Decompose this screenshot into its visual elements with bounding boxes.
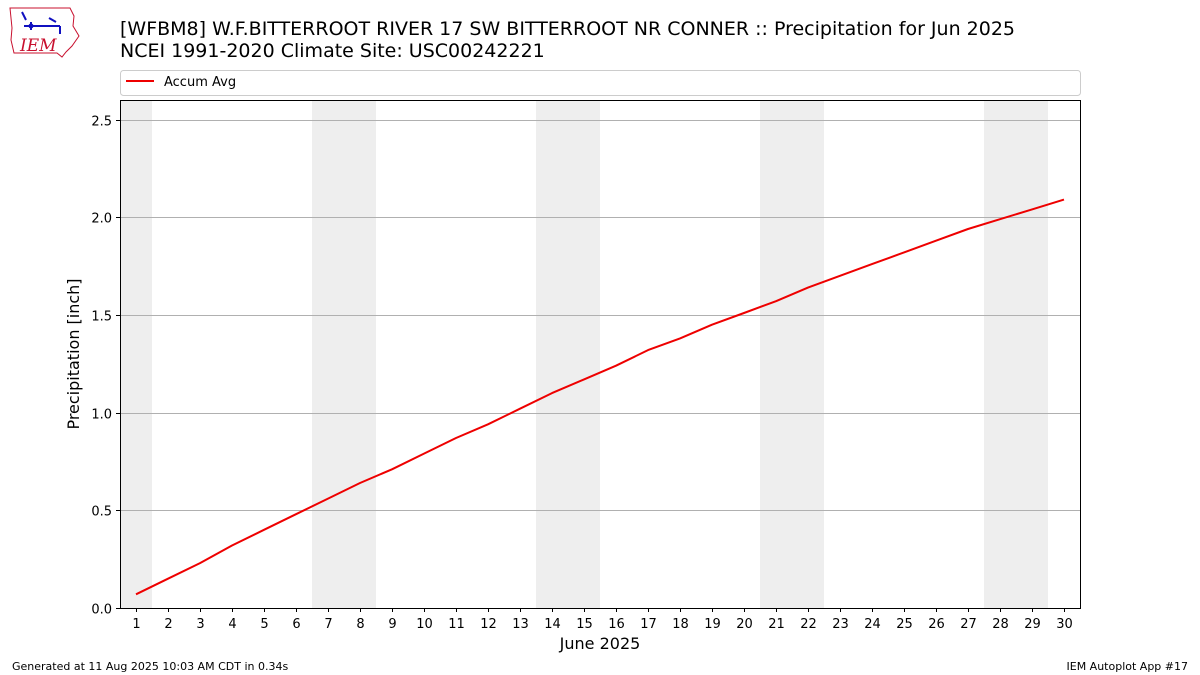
series-line-accum-avg	[135, 198, 1065, 596]
y-tick-label: 0.0	[91, 603, 112, 618]
chart-title: [WFBM8] W.F.BITTERROOT RIVER 17 SW BITTE…	[120, 18, 1015, 40]
x-tick-label: 23	[832, 617, 849, 632]
x-tick-label: 9	[388, 617, 396, 632]
weekend-shading	[120, 100, 1048, 608]
x-tick-label: 12	[480, 617, 497, 632]
weekend-shade-band	[312, 100, 376, 608]
iem-logo: IEM	[9, 7, 80, 58]
weekend-shade-band	[760, 100, 824, 608]
y-tick-label: 2.0	[91, 212, 112, 227]
x-tick-label: 1	[132, 617, 140, 632]
legend: Accum Avg	[120, 70, 1081, 96]
y-axis-ticks: 0.0 0.5 1.0 1.5 2.0 2.5	[91, 115, 120, 618]
footer-app-text: IEM Autoplot App #17	[1067, 660, 1189, 673]
x-tick-label: 4	[228, 617, 236, 632]
y-tick-label: 2.5	[91, 115, 112, 130]
weekend-shade-band	[984, 100, 1048, 608]
logo-text: IEM	[19, 36, 57, 56]
x-tick-label: 17	[640, 617, 657, 632]
iowa-state-outline	[9, 7, 80, 58]
x-tick-label: 14	[544, 617, 561, 632]
x-tick-label: 3	[196, 617, 204, 632]
legend-label-accum-avg: Accum Avg	[164, 75, 236, 90]
x-tick-label: 13	[512, 617, 529, 632]
weekend-shade-band	[120, 100, 152, 608]
gauge-dot	[28, 23, 34, 29]
x-tick-label: 30	[1056, 617, 1073, 632]
x-tick-label: 20	[736, 617, 753, 632]
x-tick-label: 16	[608, 617, 625, 632]
x-tick-label: 19	[704, 617, 721, 632]
x-tick-label: 28	[992, 617, 1009, 632]
x-tick-label: 21	[768, 617, 785, 632]
plot-area	[120, 100, 1081, 609]
y-axis-label: Precipitation [inch]	[64, 278, 83, 429]
footer-generated-text: Generated at 11 Aug 2025 10:03 AM CDT in…	[12, 660, 288, 673]
x-axis-ticks: 1 2 3 4 5 6 7 8 9 10 11 12 13 14 15 16 17 18 19 20 21 22 23 24 2…	[132, 608, 1073, 632]
x-tick-label: 7	[324, 617, 332, 632]
y-tick-label: 0.5	[91, 505, 112, 520]
x-tick-label: 5	[260, 617, 268, 632]
x-tick-label: 29	[1024, 617, 1041, 632]
y-tick-label: 1.0	[91, 408, 112, 423]
x-tick-label: 24	[864, 617, 881, 632]
x-tick-label: 27	[960, 617, 977, 632]
x-tick-label: 10	[416, 617, 433, 632]
x-tick-label: 22	[800, 617, 817, 632]
x-tick-label: 6	[292, 617, 300, 632]
chart-subtitle: NCEI 1991-2020 Climate Site: USC00242221	[120, 40, 545, 62]
legend-box	[120, 70, 1081, 96]
x-tick-label: 25	[896, 617, 913, 632]
y-tick-label: 1.5	[91, 310, 112, 325]
x-tick-label: 11	[448, 617, 465, 632]
grid-lines	[120, 120, 1080, 511]
x-axis-label: June 2025	[559, 634, 641, 653]
plot-frame	[120, 100, 1081, 609]
series-layer	[135, 198, 1065, 596]
x-tick-label: 18	[672, 617, 689, 632]
x-tick-label: 2	[164, 617, 172, 632]
weekend-shade-band	[536, 100, 600, 608]
x-tick-label: 8	[356, 617, 364, 632]
x-tick-label: 26	[928, 617, 945, 632]
x-tick-label: 15	[576, 617, 593, 632]
